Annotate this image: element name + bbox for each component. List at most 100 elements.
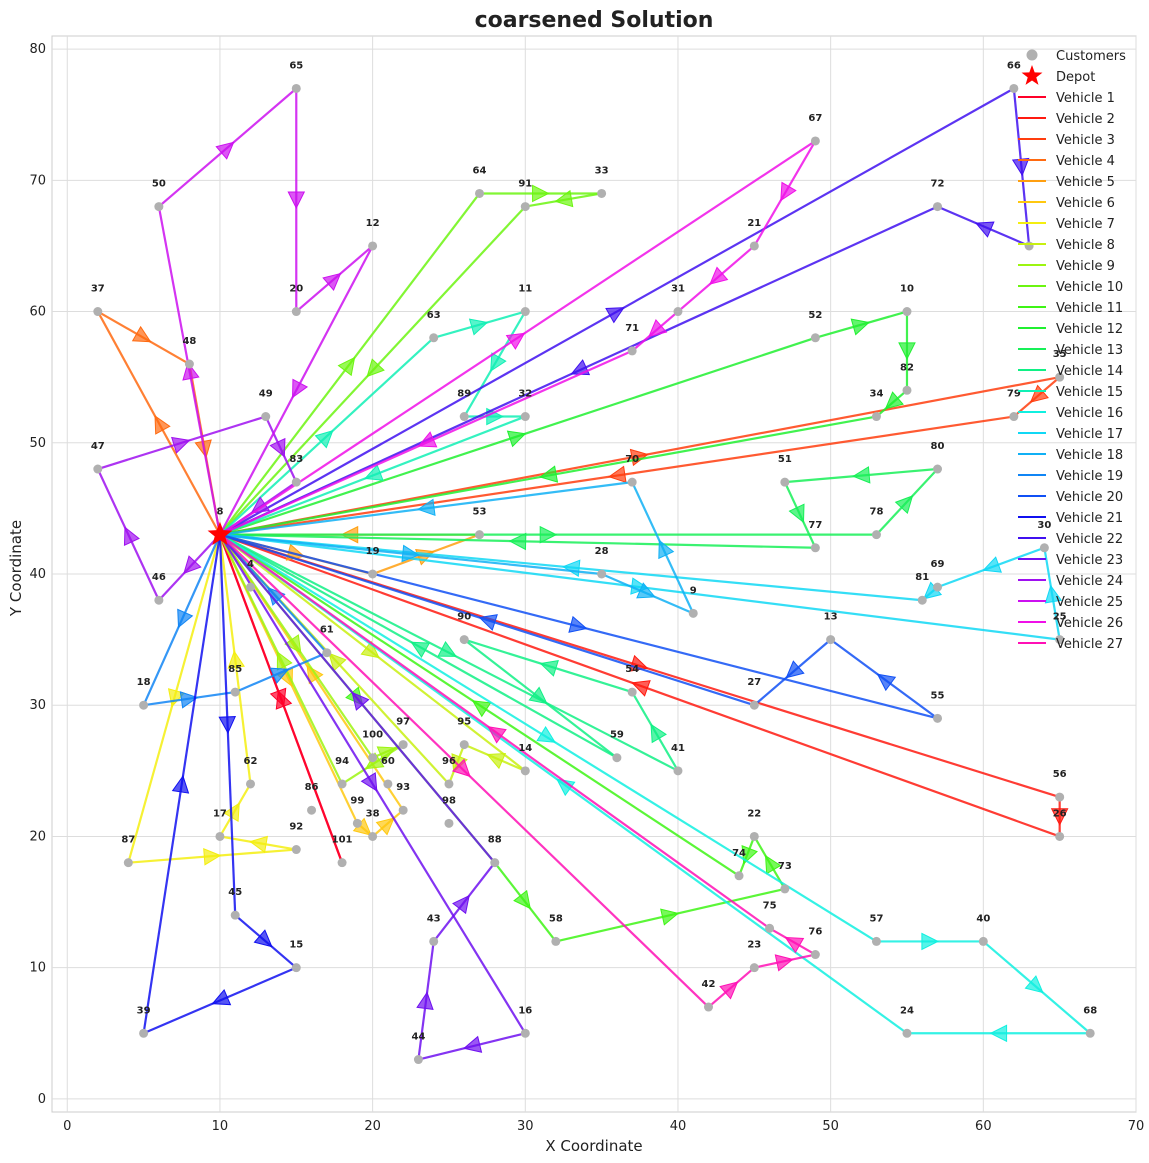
legend-label: Vehicle 26 [1056, 616, 1123, 631]
point-label: 23 [747, 940, 761, 951]
customer-point [459, 635, 469, 645]
route-arrow [784, 936, 805, 954]
route-arrow [486, 752, 507, 770]
customer-point [933, 713, 943, 723]
customer-point [749, 700, 759, 710]
point-label: 74 [732, 848, 746, 859]
customer-point [1055, 635, 1065, 645]
legend-label: Vehicle 18 [1056, 448, 1123, 463]
route-arrow [989, 1024, 1008, 1043]
route-arrow [203, 848, 222, 866]
customer-point [383, 779, 393, 789]
point-label: 54 [625, 664, 639, 675]
legend-label: Vehicle 8 [1056, 238, 1115, 253]
vehicle-route [219, 533, 939, 720]
vehicle-route [219, 466, 939, 551]
customer-points [93, 83, 1095, 1065]
customer-point [673, 307, 683, 317]
point-label: 9 [690, 585, 697, 596]
legend-label: Vehicle 15 [1056, 385, 1123, 400]
vehicle-route [219, 140, 817, 536]
customer-point [978, 936, 988, 946]
route-arrow [249, 835, 268, 854]
point-label: 77 [808, 520, 822, 531]
route-arrow [660, 908, 680, 926]
customer-point [749, 241, 759, 251]
route-arrow [884, 391, 904, 410]
point-label: 25 [1053, 612, 1067, 623]
customer-point [780, 477, 790, 487]
route-arrow [437, 641, 458, 657]
customer-point [520, 766, 530, 776]
customer-point [734, 871, 744, 881]
route-arrow [536, 726, 556, 743]
customer-point [826, 635, 836, 645]
point-label: 37 [91, 284, 105, 295]
legend-customer-marker [1026, 49, 1038, 61]
customer-point [291, 477, 301, 487]
x-tick-label: 70 [1128, 1119, 1145, 1134]
route-arrow [410, 641, 431, 659]
point-label: 64 [473, 165, 487, 176]
route-arrow [360, 772, 378, 792]
customer-point [230, 687, 240, 697]
route-arrow [314, 430, 334, 449]
point-label: 8 [216, 507, 223, 518]
customer-point [93, 307, 103, 317]
route-arrow [1050, 808, 1069, 826]
legend-depot-marker [1021, 65, 1043, 85]
route-arrow [487, 726, 507, 744]
point-label: 86 [305, 782, 319, 793]
route-arrow [709, 266, 729, 285]
route-arrow [366, 358, 385, 378]
legend-label: Vehicle 25 [1056, 595, 1123, 610]
point-label: 48 [182, 336, 196, 347]
x-tick-label: 40 [670, 1119, 687, 1134]
route-arrow [171, 774, 190, 794]
legend-label: Vehicle 13 [1056, 343, 1123, 358]
route-arrow [532, 184, 550, 203]
point-label: 38 [366, 808, 380, 819]
point-label: 47 [91, 441, 105, 452]
customer-point [1009, 83, 1019, 93]
route-arrow [894, 495, 914, 515]
point-label: 33 [595, 165, 609, 176]
route-arrow [982, 556, 1002, 573]
point-label: 18 [137, 677, 151, 688]
point-label: 55 [931, 690, 945, 701]
route-arrow [337, 356, 356, 377]
legend: Customers Depot Vehicle 1 Vehicle 2 Vehicle … [1018, 49, 1126, 652]
customer-point [245, 582, 255, 592]
route-arrow [785, 660, 805, 679]
customer-point [933, 464, 943, 474]
route-arrow [417, 498, 436, 517]
route-arrow [780, 181, 797, 202]
point-label: 4 [247, 559, 254, 570]
point-label: 11 [518, 284, 532, 295]
point-label: 10 [900, 284, 914, 295]
route-arrow [648, 319, 668, 338]
legend-label: Vehicle 7 [1056, 217, 1115, 232]
customer-point [704, 1002, 714, 1012]
point-label: 61 [320, 625, 334, 636]
route-arrow [183, 555, 202, 575]
route-arrow [1024, 975, 1044, 994]
legend-label: Vehicle 12 [1056, 322, 1123, 337]
point-label: 83 [289, 454, 303, 465]
route-arrow [452, 894, 470, 915]
point-label: 89 [457, 389, 471, 400]
customer-point [337, 779, 347, 789]
route-arrow [764, 854, 782, 875]
point-label: 26 [1053, 808, 1067, 819]
point-label: 43 [427, 913, 441, 924]
route-arrow [179, 691, 199, 709]
route-arrow [171, 436, 191, 454]
point-label: 31 [671, 284, 685, 295]
vehicle-route [218, 534, 404, 785]
customer-point [291, 963, 301, 973]
point-label: 41 [671, 743, 685, 754]
legend-label: Vehicle 27 [1056, 637, 1123, 652]
point-label: 75 [763, 900, 777, 911]
legend-label: Customers [1056, 49, 1126, 64]
